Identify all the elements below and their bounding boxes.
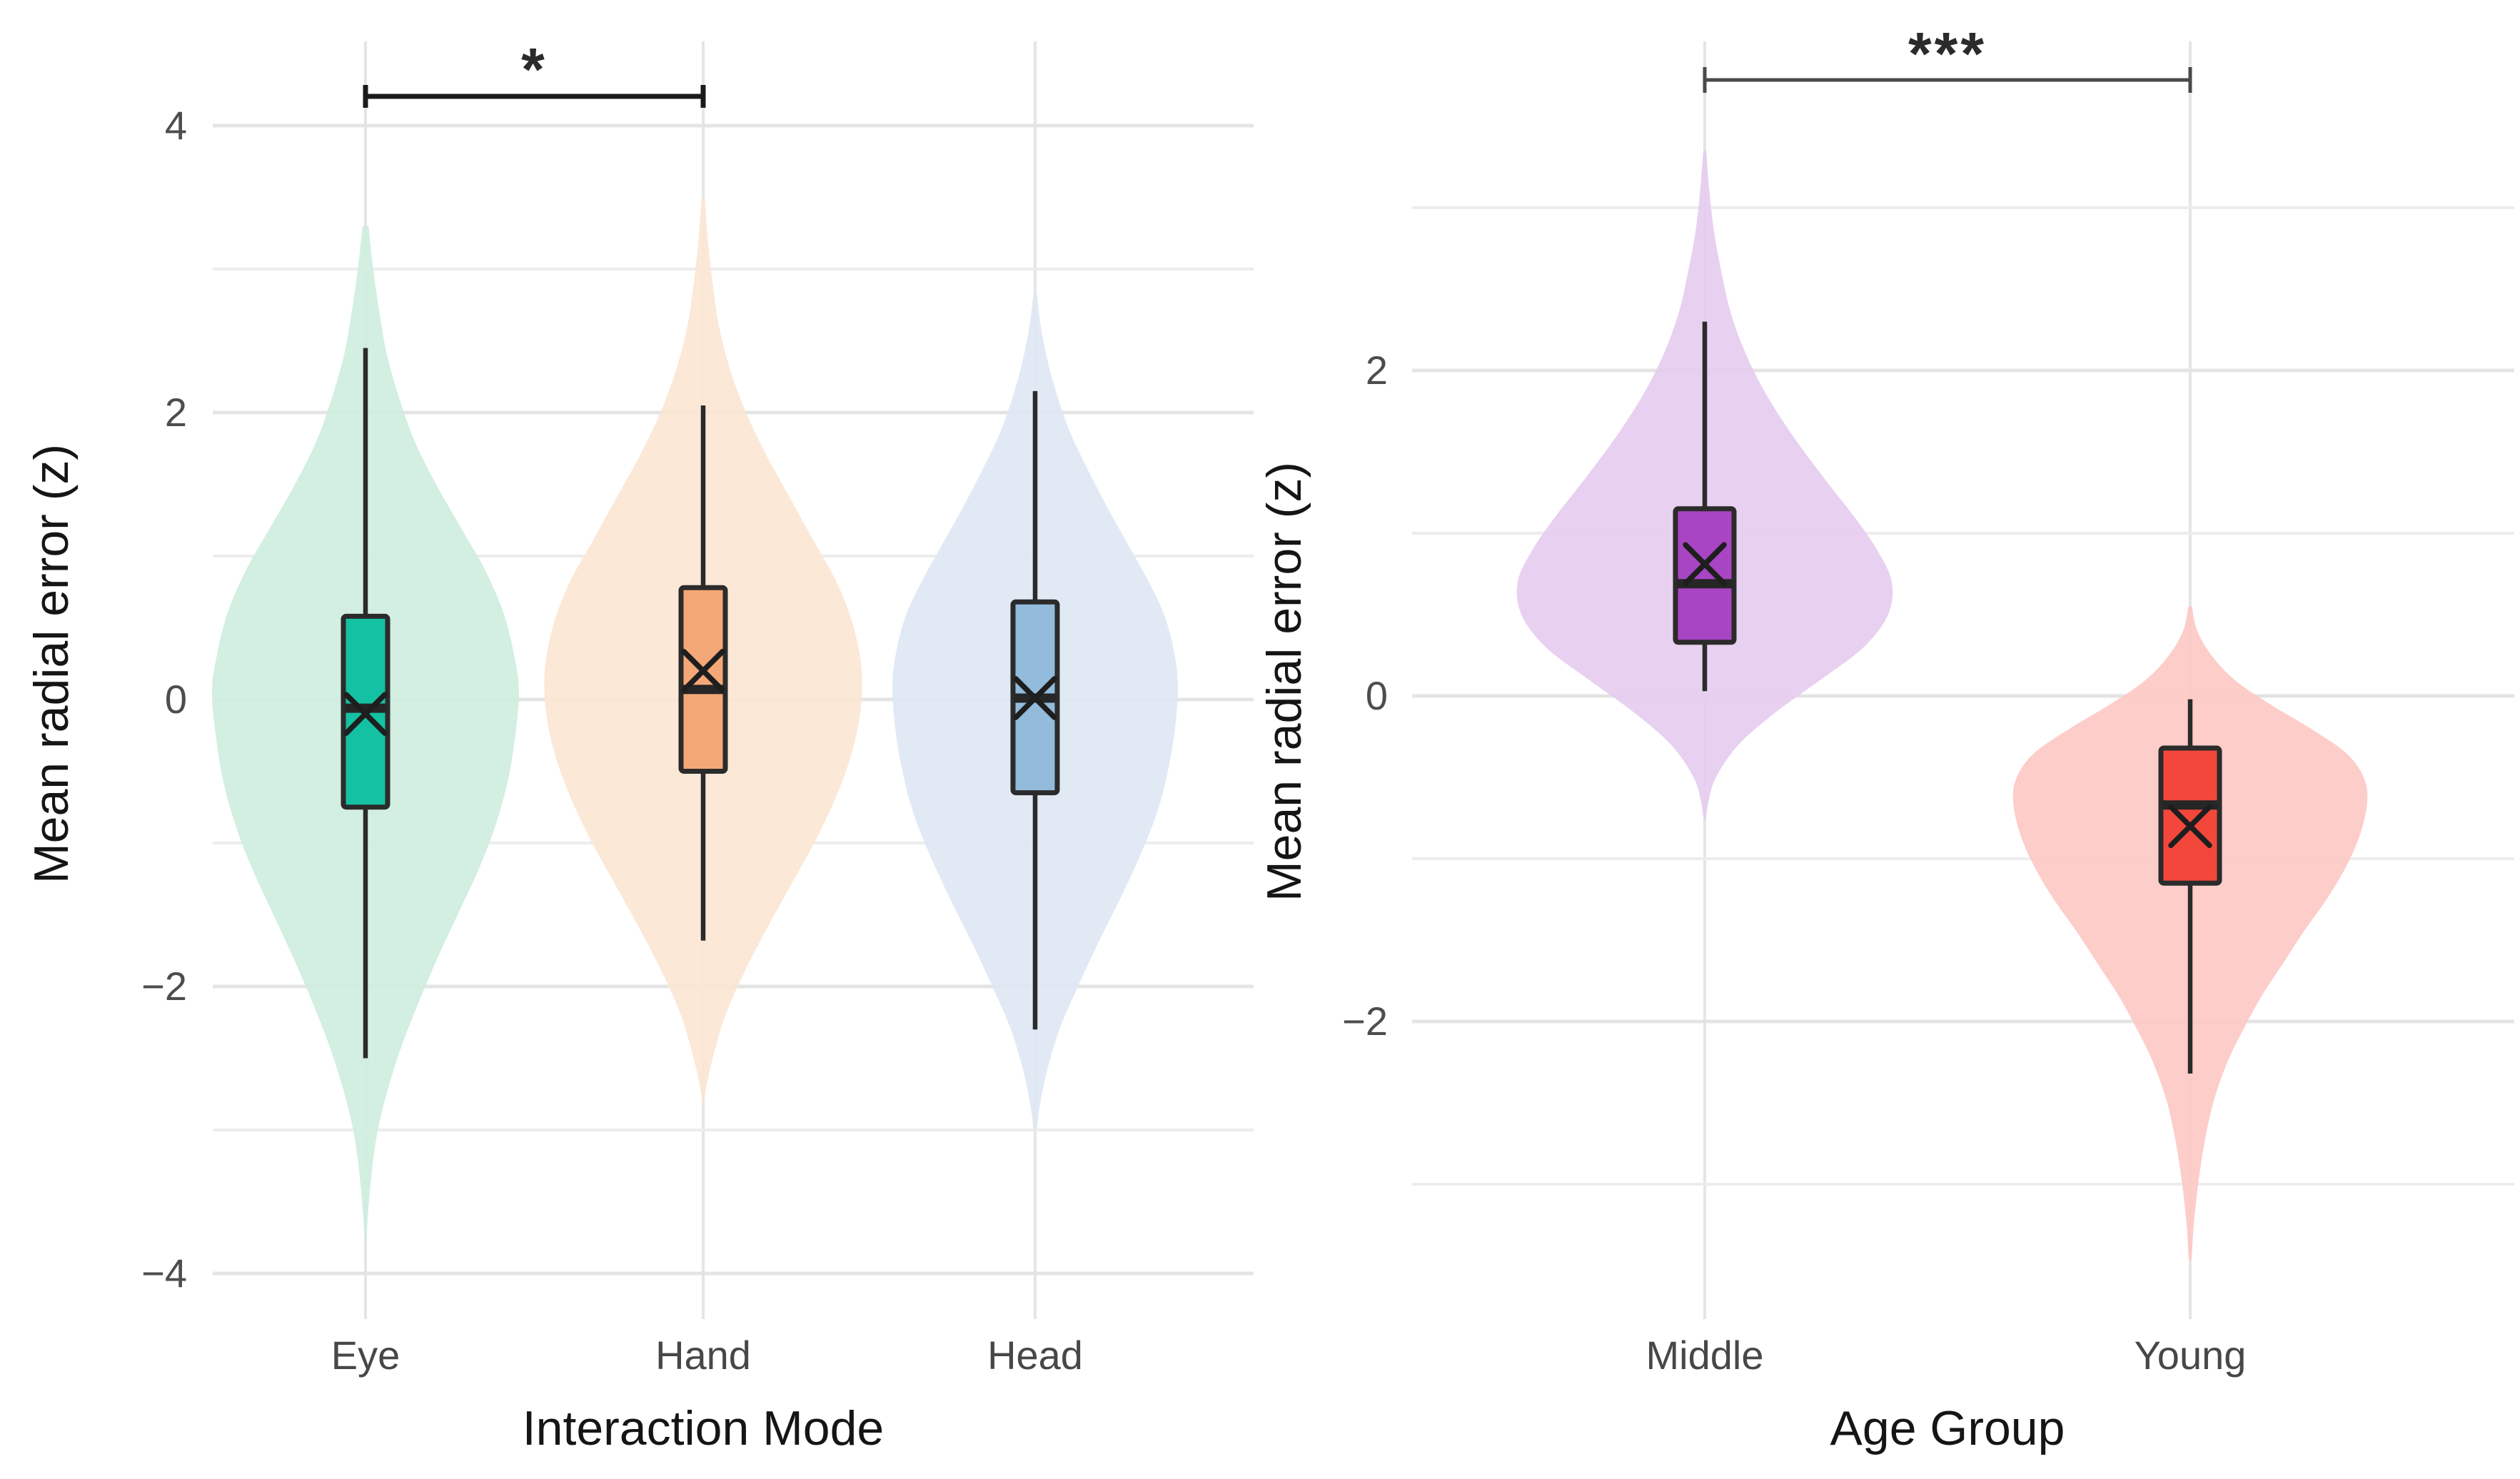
y-tick-label: −2	[141, 964, 187, 1009]
mean-marker-middle	[1683, 542, 1727, 587]
y-tick-label: −4	[141, 1251, 187, 1296]
y-tick-label: −2	[1342, 999, 1388, 1044]
significance-bracket	[363, 85, 706, 108]
mean-marker-young	[2168, 804, 2212, 849]
box-young	[2158, 745, 2222, 886]
y-tick-label: 0	[1366, 673, 1388, 718]
mean-marker-head	[1013, 676, 1057, 720]
significance-bracket	[1703, 67, 2192, 93]
y-tick-label: 2	[1366, 348, 1388, 393]
mean-marker-eye	[343, 692, 388, 736]
y-axis-title: Mean radial error (z)	[1257, 462, 1311, 902]
significance-label: *	[521, 36, 548, 103]
box-middle	[1673, 506, 1737, 645]
y-tick-label: 0	[165, 677, 187, 722]
x-axis-title: Age Group	[1830, 1401, 2065, 1455]
box-hand	[678, 585, 728, 774]
y-tick-label: 4	[165, 103, 187, 148]
x-axis-title: Interaction Mode	[523, 1401, 884, 1455]
category-label-middle: Middle	[1646, 1333, 1764, 1378]
significance-label: ***	[1908, 20, 1987, 87]
y-tick-label: 2	[165, 390, 187, 435]
y-axis-title: Mean radial error (z)	[24, 444, 79, 884]
category-label-hand: Hand	[655, 1333, 751, 1378]
category-label-eye: Eye	[331, 1333, 400, 1378]
panel-interaction-mode: Eye Hand Head * 4 2 0 −2 −4 Mean radial error (z)…	[24, 36, 1254, 1455]
category-label-young: Young	[2135, 1333, 2247, 1378]
category-label-head: Head	[987, 1333, 1083, 1378]
panel-age-group: Middle Young *** 2 0 −2 Mean radial error (z) A…	[1257, 20, 2514, 1455]
mean-marker-hand	[681, 649, 725, 693]
